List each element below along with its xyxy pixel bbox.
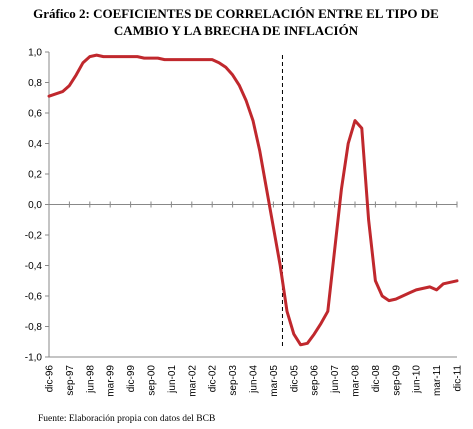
y-tick-label: 0,8 <box>28 78 42 89</box>
y-tick-label: 0,6 <box>28 109 42 120</box>
y-tick-label: 1,0 <box>28 48 42 59</box>
x-tick-label: jun-04 <box>249 365 260 394</box>
x-tick-label: sep-97 <box>65 365 76 396</box>
series-line <box>47 53 459 347</box>
x-tick-label: sep-06 <box>310 365 321 396</box>
y-tick-label: -0,8 <box>25 322 43 333</box>
x-tick-label: jun-98 <box>85 365 96 394</box>
source-note: Fuente: Elaboración propia con datos del… <box>38 414 215 424</box>
axes: 1,00,80,60,40,20,0-0,2-0,4-0,6-0,8-1,0di… <box>25 48 464 397</box>
x-tick-label: dic-02 <box>208 365 219 393</box>
x-tick-label: mar-11 <box>432 365 443 396</box>
x-tick-label: mar-02 <box>187 365 198 397</box>
y-tick-label: 0,4 <box>28 139 42 150</box>
plot-area <box>47 53 459 347</box>
y-tick-label: 0,2 <box>28 170 42 181</box>
x-tick-label: dic-08 <box>371 365 382 393</box>
chart-title-line1: Gráfico 2: COEFICIENTES DE CORRELACIÓN E… <box>33 6 439 21</box>
x-tick-label: mar-05 <box>269 365 280 397</box>
y-tick-label: -0,6 <box>25 292 43 303</box>
y-tick-label: -1,0 <box>25 353 43 364</box>
y-tick-label: -0,4 <box>25 261 43 272</box>
x-tick-label: jun-07 <box>330 365 341 394</box>
x-tick-label: dic-05 <box>289 365 300 393</box>
x-tick-label: jun-01 <box>167 365 178 394</box>
x-tick-label: dic-96 <box>45 365 56 393</box>
x-tick-label: dic-11 <box>453 365 464 392</box>
x-tick-label: mar-99 <box>106 365 117 397</box>
chart-title-line2: CAMBIO Y LA BRECHA DE INFLACIÓN <box>114 23 359 38</box>
y-tick-label: 0,0 <box>28 200 42 211</box>
y-tick-label: -0,2 <box>25 231 43 242</box>
x-tick-label: jun-10 <box>412 365 423 394</box>
x-tick-label: sep-00 <box>147 365 158 396</box>
x-tick-label: mar-08 <box>351 365 362 397</box>
x-tick-label: sep-03 <box>228 365 239 396</box>
x-tick-label: sep-09 <box>391 365 402 396</box>
x-tick-label: dic-99 <box>126 365 137 393</box>
